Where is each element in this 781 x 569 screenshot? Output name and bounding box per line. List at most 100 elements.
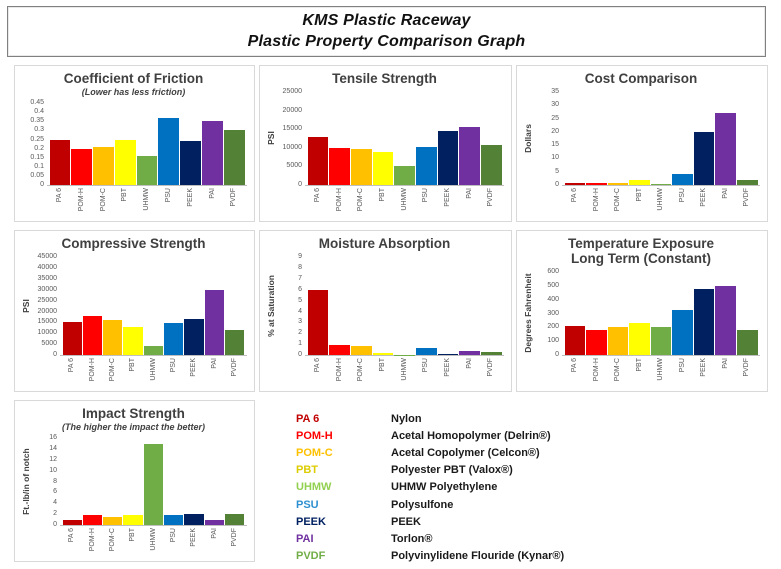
x-label-text: PAI xyxy=(210,358,218,369)
bar-PSU xyxy=(158,117,180,185)
y-tick: 0.15 xyxy=(30,153,44,161)
chart: Compressive Strength PSI 0 5000 10000 15000 20… xyxy=(15,231,254,391)
bar-UHMW xyxy=(650,327,672,355)
x-label-text: POM-C xyxy=(357,188,365,212)
y-axis-ticks: 0 1 2 3 4 5 6 7 8 9 xyxy=(278,253,305,358)
x-label-text: PEEK xyxy=(190,528,198,547)
x-axis-labels: PA 6 POM-H POM-C PBT UHMW PSU PEEK PAI PVDF xyxy=(562,356,760,389)
x-label: POM-C xyxy=(93,186,115,219)
bar-POM-C xyxy=(350,148,372,185)
x-label: PBT xyxy=(372,186,394,219)
y-tick: 200 xyxy=(547,323,559,331)
x-label-text: PA 6 xyxy=(570,358,578,373)
x-label-text: PAI xyxy=(210,528,218,539)
chart-cost-comparison: Cost Comparison Dollars 0 5 10 15 20 25 30 35 PA 6… xyxy=(516,65,768,222)
x-label-text: PBT xyxy=(635,188,643,202)
y-tick: 7 xyxy=(298,274,302,282)
y-tick: 15000 xyxy=(282,125,302,133)
y-tick: 5000 xyxy=(41,340,57,348)
x-label-text: PA 6 xyxy=(313,358,321,373)
bar-PEEK xyxy=(693,131,715,185)
x-axis-labels: PA 6 POM-H POM-C PBT UHMW PSU PEEK PAI PVDF xyxy=(305,186,504,219)
x-label-text: PBT xyxy=(129,358,137,372)
x-label: POM-C xyxy=(103,356,123,389)
legend-code: POM-C xyxy=(296,446,333,459)
plot-area xyxy=(60,438,247,526)
x-label-text: PAI xyxy=(721,358,729,369)
x-label: PVDF xyxy=(737,186,759,219)
bar-PSU xyxy=(164,323,184,355)
plot-area xyxy=(562,272,760,356)
x-label: UHMW xyxy=(136,186,158,219)
legend-row: PAI Torlon® xyxy=(296,530,768,547)
bar-PAI xyxy=(459,127,480,185)
y-axis-title: Dollars xyxy=(523,124,533,153)
x-label-text: PVDF xyxy=(230,528,238,547)
plot-area xyxy=(47,103,247,186)
chart-body: Degrees Fahrenheit 0 100 200 300 400 500 600 PA … xyxy=(522,268,760,389)
y-tick: 0.25 xyxy=(30,135,44,143)
y-axis-ticks: 0 5000 10000 15000 20000 25000 xyxy=(278,88,305,188)
bar-PA 6 xyxy=(62,519,82,525)
bar-PSU xyxy=(672,174,693,185)
x-label-text: PAI xyxy=(465,188,473,199)
legend-description: PEEK xyxy=(391,515,421,528)
legend-code: PA 6 xyxy=(296,412,320,425)
y-axis-ticks: 0 2 4 6 8 10 12 14 16 xyxy=(33,434,60,528)
bar-POM-C xyxy=(93,146,114,185)
bar-POM-C xyxy=(607,182,629,185)
legend-code: PSU xyxy=(296,498,319,511)
plot-area xyxy=(305,257,504,356)
y-tick: 9 xyxy=(298,253,302,261)
x-label-text: PSU xyxy=(422,188,430,203)
y-tick: 0.3 xyxy=(34,126,44,134)
y-tick: 400 xyxy=(547,295,559,303)
x-label: PSU xyxy=(415,356,437,389)
bar-PAI xyxy=(204,289,225,355)
chart-subtitle: (Lower has less friction) xyxy=(81,87,186,98)
y-tick: 0 xyxy=(555,351,559,358)
x-label: PEEK xyxy=(437,186,459,219)
chart: Impact Strength (The higher the impact th… xyxy=(15,401,254,561)
x-label: PBT xyxy=(629,356,651,389)
y-axis-title: % at Saturation xyxy=(266,275,276,337)
x-label-text: PAI xyxy=(721,188,729,199)
bar-UHMW xyxy=(143,443,164,525)
y-tick: 0.4 xyxy=(34,108,44,116)
x-label-text: PSU xyxy=(678,188,686,203)
bar-PAI xyxy=(201,121,223,185)
y-tick: 10000 xyxy=(282,143,302,151)
bar-UHMW xyxy=(650,184,672,185)
x-label-text: PA 6 xyxy=(313,188,321,203)
bar-PVDF xyxy=(480,352,502,355)
y-tick: 0.2 xyxy=(34,144,44,152)
y-tick: 3 xyxy=(298,318,302,326)
y-tick: 0 xyxy=(298,351,302,358)
chart-tensile-strength: Tensile Strength PSI 0 5000 10000 15000 20000 2… xyxy=(259,65,512,222)
chart-title: Moisture Absorption xyxy=(318,236,451,251)
x-label-text: POM-H xyxy=(592,358,600,382)
y-tick: 2 xyxy=(53,510,57,518)
y-tick: 0.35 xyxy=(30,117,44,125)
y-tick: 35 xyxy=(551,88,559,96)
y-tick: 6 xyxy=(53,488,57,496)
bar-PBT xyxy=(123,326,143,355)
chart-body: 0 0.05 0.1 0.15 0.2 0.25 0.3 0.35 0.4 0.45 PA 6 POM… xyxy=(20,99,247,219)
x-label: PSU xyxy=(164,356,184,389)
bar-PA 6 xyxy=(49,139,71,185)
y-axis-ticks: 0 0.05 0.1 0.15 0.2 0.25 0.3 0.35 0.4 0.45 xyxy=(20,99,47,188)
x-label: PVDF xyxy=(223,186,245,219)
x-axis-labels: PA 6 POM-H POM-C PBT UHMW PSU PEEK PAI PVDF xyxy=(562,186,760,219)
x-label-text: PBT xyxy=(635,358,643,372)
x-label-text: PVDF xyxy=(743,188,751,207)
x-label-text: PVDF xyxy=(743,358,751,377)
bar-POM-C xyxy=(103,320,123,355)
bar-PVDF xyxy=(225,329,245,355)
x-label-text: PVDF xyxy=(230,358,238,377)
y-tick: 5 xyxy=(298,296,302,304)
x-label-text: PBT xyxy=(379,188,386,202)
x-label: PVDF xyxy=(737,356,759,389)
plot-area xyxy=(562,92,760,186)
x-label: PSU xyxy=(672,186,694,219)
